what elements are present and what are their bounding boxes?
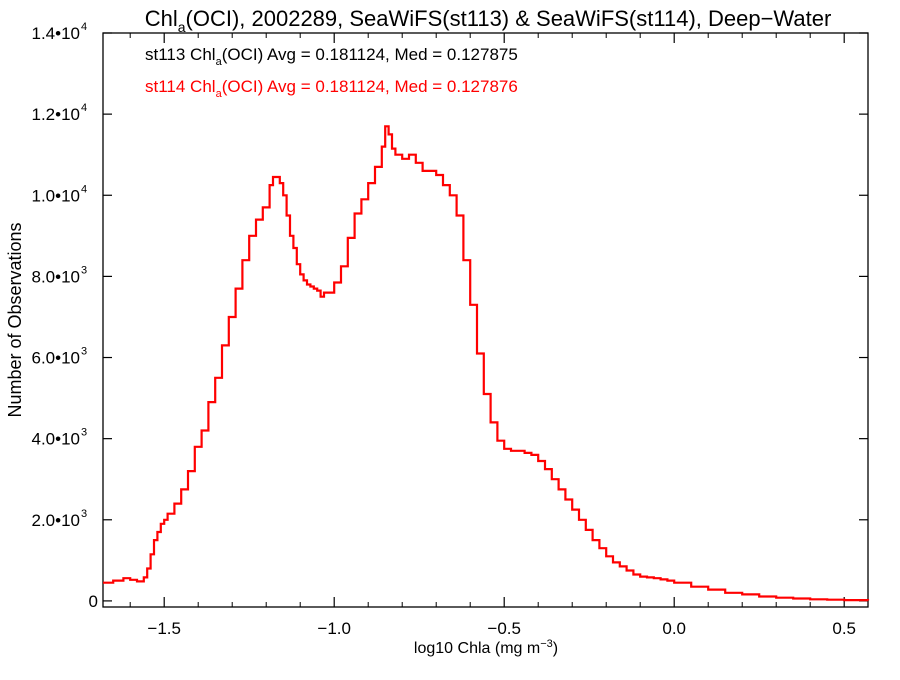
y-tick-label: 6.0•10 xyxy=(32,349,81,368)
y-tick-label: 0 xyxy=(89,592,98,611)
annotation-st114: st114 Chla(OCI) Avg = 0.181124, Med = 0.… xyxy=(145,77,518,100)
x-tick-label: 0.5 xyxy=(832,619,856,638)
y-tick-label-exponent: 4 xyxy=(81,21,87,33)
y-tick-label: 4.0•10 xyxy=(32,430,81,449)
x-tick-label: −1.0 xyxy=(317,619,351,638)
plot-frame xyxy=(102,32,869,608)
y-tick-label-exponent: 3 xyxy=(81,427,87,439)
x-tick-label: −0.5 xyxy=(487,619,521,638)
y-tick-label: 8.0•10 xyxy=(32,267,81,286)
x-tick-label: −1.5 xyxy=(147,619,181,638)
histogram-series-line xyxy=(103,125,870,602)
y-tick-label: 1.2•10 xyxy=(32,105,81,124)
x-axis-label: log10 Chla (mg m−3) xyxy=(414,638,558,657)
y-tick-label: 2.0•10 xyxy=(32,511,81,530)
y-tick-label-exponent: 4 xyxy=(81,102,87,114)
y-tick-label-exponent: 3 xyxy=(81,508,87,520)
y-axis: 02.0•10 34.0•10 36.0•10 38.0•10 31.0•10 41.2•… xyxy=(32,21,868,611)
y-tick-label-exponent: 3 xyxy=(81,346,87,358)
chart-title: Chla(OCI), 2002289, SeaWiFS(st113) & Sea… xyxy=(145,6,832,35)
annotation-st113: st113 Chla(OCI) Avg = 0.181124, Med = 0.… xyxy=(145,45,518,68)
y-tick-label: 1.4•10 xyxy=(32,24,81,43)
y-tick-label: 1.0•10 xyxy=(32,186,81,205)
x-tick-label: 0.0 xyxy=(662,619,686,638)
y-axis-label: Number of Observations xyxy=(5,222,25,417)
y-tick-label-exponent: 3 xyxy=(81,264,87,276)
x-axis: −1.5 −1.0 −0.5 0.0 0.5 xyxy=(129,33,856,638)
series-layer xyxy=(103,125,870,602)
y-tick-label-exponent: 4 xyxy=(81,183,87,195)
